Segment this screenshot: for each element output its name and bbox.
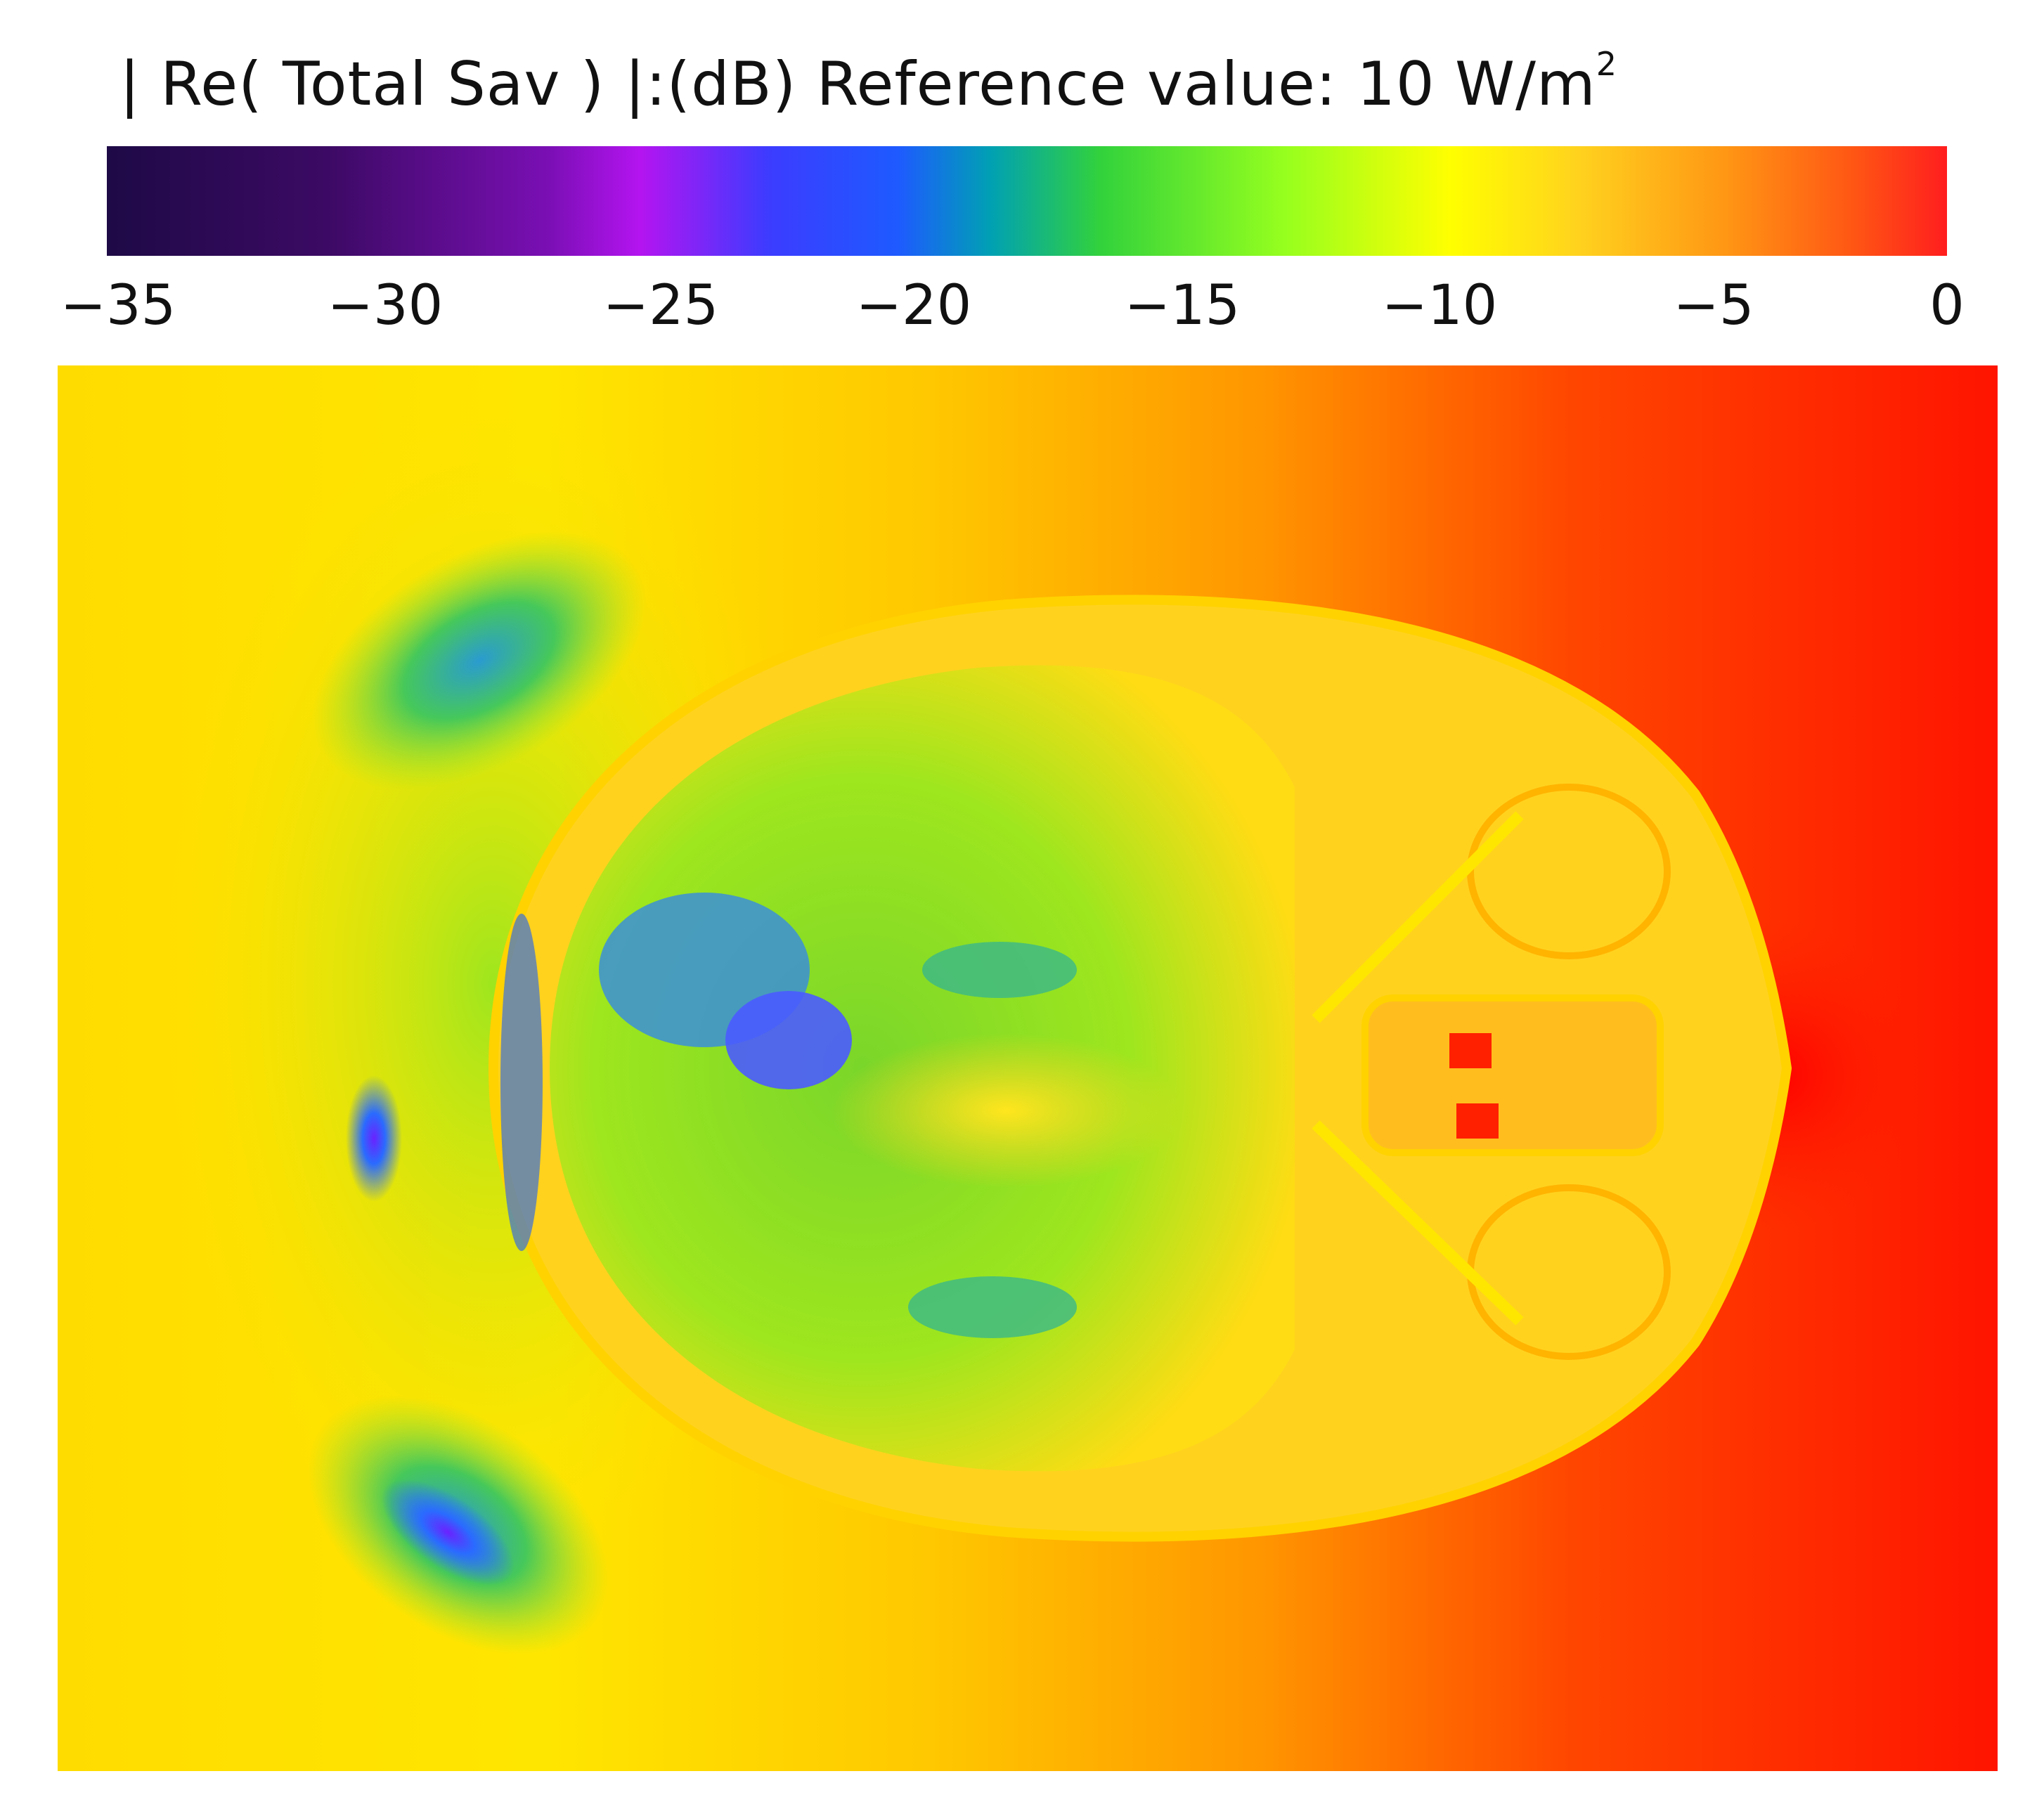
colorbar-tick-label: −10 [1381, 274, 1498, 337]
field-map-image [58, 365, 1998, 1771]
colorbar-tick-label: −15 [1124, 274, 1241, 337]
colorbar-tick-label: −20 [855, 274, 972, 337]
colorbar-tick-label: −25 [602, 274, 719, 337]
colorbar-title: | Re( Total Sav ) |:(dB) Reference value… [119, 45, 1617, 119]
colorbar-tick-label: 0 [1929, 274, 1965, 337]
field-map [58, 365, 1998, 1771]
colorbar-ticks: −35 −30 −25 −20 −15 −10 −5 0 [0, 274, 2044, 344]
colorbar-title-text: | Re( Total Sav ) |:(dB) Reference value… [119, 49, 1596, 119]
colorbar-tick-label: −5 [1673, 274, 1754, 337]
colorbar [107, 146, 1947, 256]
colorbar-title-superscript: 2 [1596, 45, 1618, 84]
colorbar-tick-label: −30 [327, 274, 444, 337]
colorbar-tick-label: −35 [60, 274, 176, 337]
